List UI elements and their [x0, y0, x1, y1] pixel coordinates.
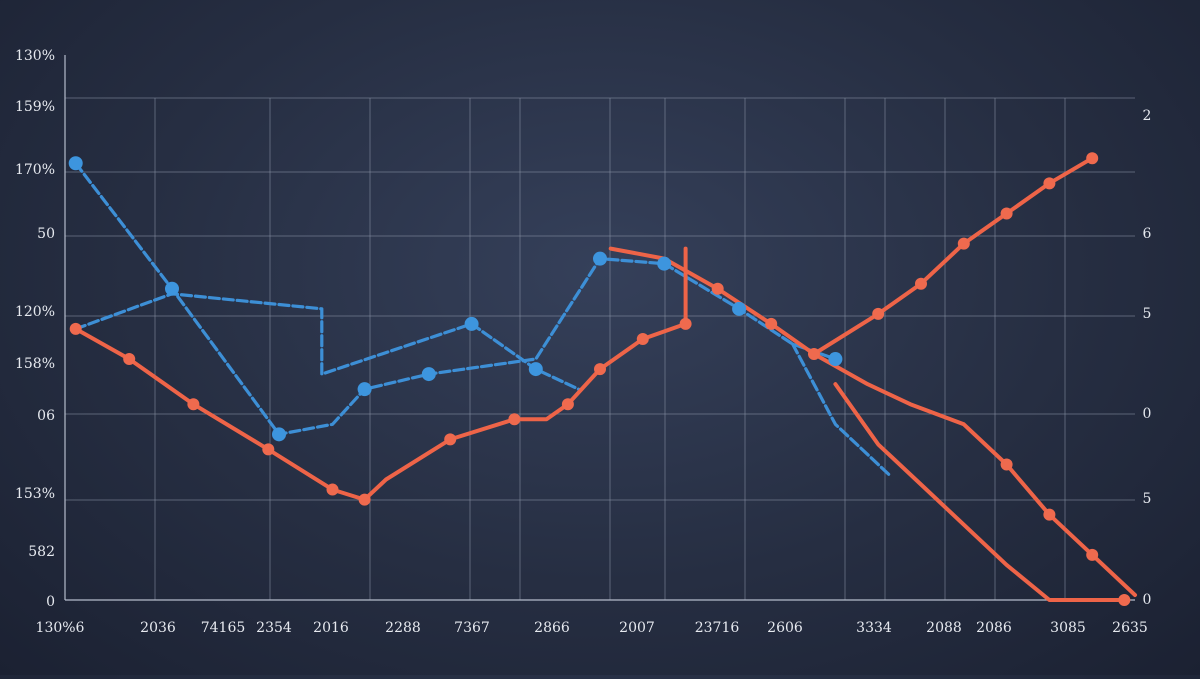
- y-right-tick-label: 0: [1143, 592, 1152, 608]
- red-data-point: [326, 483, 339, 496]
- x-tick-labels: 130%6 2036 74165 2354 2016 2288 7367 2866 2007 23…: [36, 620, 1148, 636]
- blue-data-point: [272, 427, 286, 442]
- red-data-point: [262, 443, 275, 456]
- x-tick-label: 2635: [1112, 620, 1148, 636]
- x-tick-label: 2036: [140, 620, 176, 636]
- red-data-point: [1000, 207, 1013, 220]
- y-left-tick-label: 130%: [15, 48, 55, 64]
- red-data-point: [508, 413, 521, 426]
- y-left-tick-label: 06: [37, 408, 55, 424]
- red-data-point: [69, 322, 82, 335]
- red-data-point: [358, 493, 371, 506]
- series-line-5: [833, 382, 1127, 602]
- y-left-tick-label: 153%: [15, 486, 55, 502]
- x-tick-label: 2354: [256, 620, 292, 636]
- x-tick-label: 7367: [454, 620, 490, 636]
- red-data-point: [636, 332, 649, 345]
- series-line-4: [608, 246, 1137, 597]
- blue-data-point: [165, 281, 179, 296]
- red-data-point: [808, 348, 820, 361]
- red-data-point: [1000, 458, 1013, 471]
- y-left-tick-label: 582: [28, 544, 55, 560]
- x-tick-label: 3085: [1050, 620, 1086, 636]
- y-left-tick-label: 50: [37, 226, 55, 242]
- blue-data-point: [657, 256, 672, 271]
- x-tick-label: 2606: [767, 620, 803, 636]
- red-data-point: [957, 237, 970, 250]
- red-data-point: [711, 282, 724, 295]
- red-data-point: [1043, 508, 1056, 521]
- red-data-point: [561, 398, 574, 411]
- red-data-point: [679, 317, 692, 330]
- x-tick-label: 3334: [856, 620, 892, 636]
- red-data-point: [1086, 152, 1099, 165]
- y-left-tick-label: 158%: [15, 356, 55, 372]
- red-data-point: [1118, 594, 1131, 606]
- blue-data-point: [357, 382, 372, 397]
- red-data-point: [1086, 548, 1099, 561]
- x-tick-label: 2088: [926, 620, 962, 636]
- red-data-point: [872, 307, 885, 320]
- red-data-point: [594, 363, 606, 376]
- x-tick-label: 2866: [534, 620, 570, 636]
- series-line-0: [74, 161, 837, 436]
- blue-data-point: [464, 316, 479, 331]
- red-data-point: [444, 433, 457, 446]
- x-tick-label: 2086: [976, 620, 1012, 636]
- series-lines: [73, 156, 1137, 602]
- red-data-point: [1043, 177, 1056, 190]
- y-left-tick-label: 159%: [15, 99, 55, 115]
- x-tick-label: 74165: [201, 620, 246, 636]
- red-data-point: [765, 317, 778, 330]
- y-right-tick-labels: 2 6 5 0 5 0: [1143, 108, 1152, 608]
- blue-data-point: [593, 251, 607, 266]
- blue-data-point: [528, 362, 543, 377]
- red-data-point: [123, 353, 136, 366]
- series-markers: [68, 152, 1131, 606]
- red-data-point: [915, 277, 927, 290]
- y-left-tick-label: 170%: [15, 162, 55, 178]
- y-left-tick-label: 120%: [15, 304, 55, 320]
- blue-data-point: [732, 301, 747, 316]
- x-tick-label: 2007: [619, 620, 655, 636]
- grid-lines: [65, 97, 1135, 600]
- x-tick-label: 23716: [695, 620, 740, 636]
- x-tick-label: 2016: [313, 620, 349, 636]
- red-data-point: [187, 398, 200, 411]
- y-right-tick-label: 0: [1143, 406, 1152, 422]
- y-right-tick-label: 2: [1143, 108, 1152, 124]
- y-right-tick-label: 5: [1143, 306, 1152, 322]
- blue-data-point: [68, 156, 83, 171]
- blue-data-point: [828, 352, 843, 367]
- x-tick-label: 2288: [385, 620, 421, 636]
- y-left-tick-labels: 130% 159% 170% 50 120% 158% 06 153% 582 0: [15, 48, 55, 610]
- y-right-tick-label: 5: [1143, 491, 1152, 507]
- y-left-tick-label: 0: [46, 594, 55, 610]
- axes: [64, 55, 1135, 601]
- y-right-tick-label: 6: [1143, 226, 1152, 242]
- x-tick-label: 130%6: [36, 620, 85, 636]
- series-line-2: [791, 342, 891, 477]
- blue-data-point: [421, 367, 436, 382]
